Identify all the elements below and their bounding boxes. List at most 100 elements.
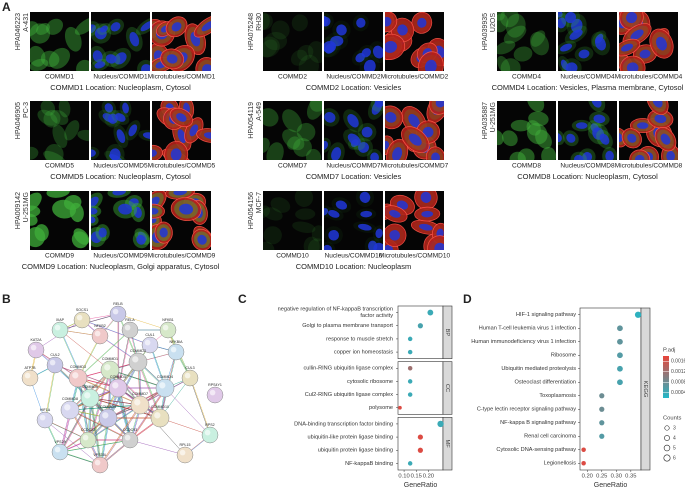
image-caption: Nucleus/COMMD7: [326, 163, 381, 170]
cell-body: [270, 197, 291, 213]
micrograph: [324, 12, 383, 71]
node: [150, 408, 170, 428]
facet-panel: [579, 307, 642, 471]
nucleus: [324, 140, 329, 150]
node-label: NFKBIA: [170, 340, 184, 344]
colorbar-label: 0.0016: [671, 359, 685, 365]
cell-body: [48, 47, 71, 69]
cell-body: [291, 14, 308, 32]
node: [51, 321, 69, 339]
node-highlight: [154, 412, 161, 419]
nucleus: [431, 152, 440, 160]
category-label: DNA-binding transcription factor binding: [294, 421, 393, 427]
image-caption: Microtubules/COMMD4: [615, 74, 683, 81]
edge: [89, 397, 101, 466]
cell-body: [263, 205, 270, 219]
cell-body: [30, 45, 46, 67]
dot: [407, 365, 413, 371]
nucleus: [370, 152, 379, 160]
cell-body: [311, 225, 322, 242]
nucleus: [635, 154, 645, 160]
edge: [139, 404, 186, 456]
image-background: [263, 12, 322, 71]
cell-body: [263, 226, 282, 245]
cell-body: [263, 207, 283, 221]
dot: [417, 447, 423, 453]
nucleus: [189, 124, 199, 137]
antibody-label: HPA009142: [15, 192, 22, 229]
nucleus: [115, 113, 126, 122]
cell-body: [307, 238, 322, 250]
category-label: Ribosome: [551, 353, 576, 359]
node: [167, 343, 185, 361]
nucleus: [128, 198, 139, 207]
node-highlight: [64, 404, 71, 411]
nucleus: [347, 133, 361, 146]
edge: [45, 364, 57, 421]
size-key: [664, 435, 670, 441]
nucleus: [179, 203, 194, 215]
cell-body: [293, 138, 312, 157]
facet-label: KEGG: [642, 381, 648, 398]
nucleus: [654, 114, 667, 124]
cell-body: [46, 18, 64, 35]
cell-body: [500, 58, 521, 71]
edge: [119, 387, 132, 441]
size-key-label: 3: [673, 425, 676, 431]
nucleus: [373, 242, 383, 250]
category-label: negative regulation of NF-kappaB transcr…: [278, 307, 394, 319]
category-label: Cul2-RING ubiquitin ligase complex: [305, 392, 393, 398]
node-label: NFKB1: [162, 318, 174, 322]
nucleus: [591, 101, 602, 108]
nucleus: [324, 40, 337, 53]
node-highlight: [76, 314, 83, 321]
cell-line-label: U2OS: [490, 13, 497, 32]
node-highlight: [102, 412, 109, 419]
nucleus: [173, 191, 187, 196]
edge: [82, 319, 151, 346]
category-label: cytosolic ribosome: [347, 379, 393, 385]
node-highlight: [49, 359, 56, 366]
nucleus: [652, 101, 663, 108]
colorbar-label: 0.0004: [671, 390, 685, 396]
facet-strip: [442, 361, 453, 415]
cell-body: [529, 31, 550, 56]
node: [121, 431, 139, 449]
size-key-label: 5: [673, 445, 676, 451]
x-tick-label: 0.35: [625, 474, 636, 480]
dot: [617, 338, 623, 345]
node-label: SOCS1: [76, 308, 88, 312]
size-key-label: 6: [673, 455, 676, 461]
cell-body: [64, 26, 82, 52]
antibody-label: HPA054119: [248, 102, 255, 139]
category-label: Ubiquitin mediated proteolysis: [501, 366, 576, 372]
edge: [117, 313, 169, 331]
nucleus: [374, 101, 383, 108]
dot: [599, 433, 605, 439]
nucleus: [91, 207, 98, 215]
nucleus: [575, 122, 588, 129]
node: [79, 431, 97, 449]
image-caption: COMMD1: [45, 74, 74, 81]
category-label: polysome: [369, 405, 393, 411]
category-label: response to muscle stretch: [326, 336, 393, 342]
cell-body: [282, 129, 305, 151]
edge: [78, 329, 131, 379]
nucleus: [201, 20, 211, 32]
facet-panel: [397, 305, 444, 359]
dot: [634, 311, 642, 318]
node-highlight: [72, 372, 79, 379]
cell-body: [264, 31, 288, 51]
nucleus: [136, 234, 146, 245]
nucleus: [109, 148, 121, 160]
nucleus: [91, 196, 99, 208]
dot: [599, 393, 605, 399]
nucleus: [392, 147, 403, 160]
facet-strip: [640, 307, 651, 471]
nucleus: [92, 50, 103, 63]
node: [108, 378, 128, 398]
node-highlight: [104, 364, 111, 371]
dot: [407, 392, 413, 397]
nucleus: [324, 208, 329, 216]
dot: [617, 379, 623, 386]
